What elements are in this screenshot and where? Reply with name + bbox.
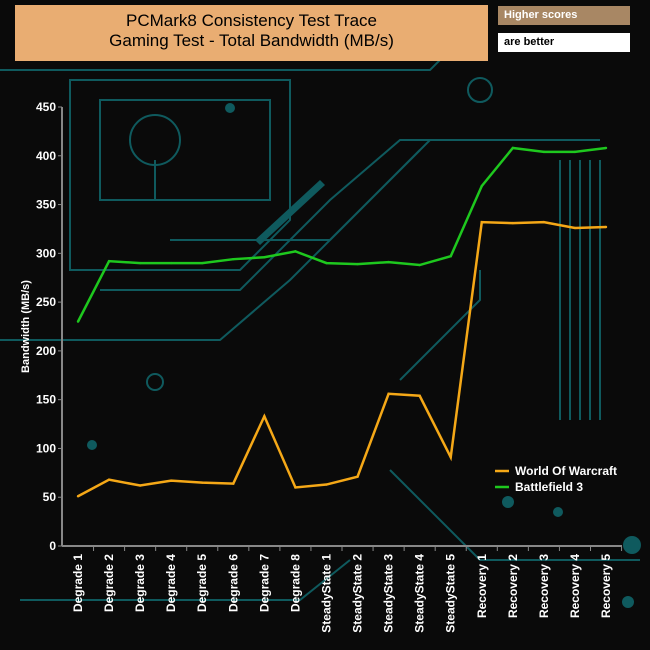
series-line-1 [77, 220, 607, 498]
y-tick-label: 50 [43, 490, 57, 504]
data-point [263, 415, 266, 418]
x-tick-label: SteadyState 5 [444, 554, 458, 633]
data-point [232, 482, 235, 485]
y-tick-label: 150 [36, 393, 56, 407]
data-point [201, 261, 204, 265]
data-point [201, 481, 204, 484]
data-point [107, 478, 111, 481]
y-tick-label: 450 [36, 100, 56, 114]
x-tick-label: Recovery 2 [506, 554, 520, 618]
data-point [418, 263, 421, 267]
data-point [480, 220, 483, 224]
chart-title: PCMark8 Consistency Test Trace Gaming Te… [15, 5, 488, 61]
x-tick-label: Recovery 4 [568, 554, 582, 618]
note-higher-scores: Higher scores [498, 6, 630, 25]
data-point [76, 320, 80, 323]
data-point [418, 394, 421, 397]
data-point [356, 262, 359, 266]
y-tick-label: 200 [36, 344, 56, 358]
x-tick-label: SteadyState 2 [351, 554, 365, 633]
x-tick-label: SteadyState 1 [319, 554, 333, 633]
data-point [138, 261, 142, 265]
y-tick-label: 400 [36, 149, 56, 163]
y-tick-label: 250 [36, 295, 56, 309]
x-tick-label: SteadyState 3 [382, 554, 396, 633]
data-point [387, 260, 390, 264]
x-tick-label: Degrade 6 [226, 554, 240, 612]
x-tick-label: Recovery 3 [537, 554, 551, 618]
data-point [387, 392, 390, 396]
y-axis-label: Bandwidth (MB/s) [20, 280, 32, 373]
title-line-1: PCMark8 Consistency Test Trace [126, 11, 377, 30]
x-tick-label: Recovery 5 [599, 554, 613, 618]
data-point [480, 184, 483, 188]
data-point [169, 261, 173, 265]
y-tick-label: 0 [49, 539, 56, 553]
data-point [107, 259, 111, 263]
x-tick-label: Degrade 4 [164, 554, 178, 612]
data-point [325, 483, 328, 486]
data-point [356, 475, 359, 478]
data-point [263, 256, 266, 259]
title-line-2: Gaming Test - Total Bandwidth (MB/s) [109, 31, 394, 50]
data-point [169, 479, 173, 482]
data-point [542, 220, 546, 224]
y-tick-label: 350 [36, 198, 56, 212]
x-tick-label: Degrade 8 [288, 554, 302, 612]
data-point [573, 150, 577, 154]
data-point [138, 484, 142, 487]
x-tick-label: Degrade 2 [102, 554, 116, 612]
data-point [294, 250, 297, 253]
data-point [449, 456, 452, 459]
legend-label: World Of Warcraft [515, 464, 617, 478]
x-tick-label: SteadyState 4 [413, 554, 427, 633]
data-point [573, 226, 577, 230]
data-point [232, 257, 235, 261]
x-tick-label: Degrade 5 [195, 554, 209, 612]
data-point [294, 486, 297, 489]
x-tick-label: Recovery 1 [475, 554, 489, 618]
data-point [604, 146, 608, 150]
x-tick-label: Degrade 1 [71, 554, 85, 612]
legend-label: Battlefield 3 [515, 480, 583, 494]
x-tick-label: Degrade 3 [133, 554, 147, 612]
note-are-better: are better [498, 33, 630, 52]
data-point [76, 495, 80, 498]
data-point [511, 146, 515, 150]
data-point [325, 261, 328, 265]
data-point [449, 255, 452, 258]
data-point [542, 150, 546, 154]
x-tick-label: Degrade 7 [257, 554, 271, 612]
series-line-2 [76, 146, 607, 323]
data-point [511, 221, 515, 225]
data-point [604, 225, 608, 229]
y-tick-label: 100 [36, 441, 56, 455]
y-tick-label: 300 [36, 246, 56, 260]
